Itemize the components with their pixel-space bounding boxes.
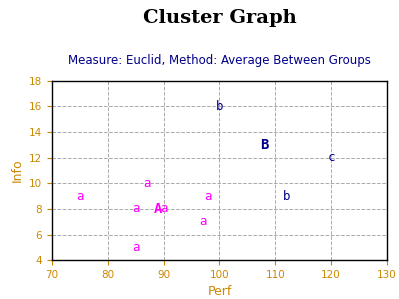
Text: a: a: [132, 202, 139, 215]
Text: Measure: Euclid, Method: Average Between Groups: Measure: Euclid, Method: Average Between…: [68, 54, 371, 67]
X-axis label: Perf: Perf: [207, 286, 232, 298]
Text: Cluster Graph: Cluster Graph: [142, 9, 296, 27]
Text: a: a: [132, 241, 139, 254]
Text: a: a: [143, 177, 150, 190]
Text: a: a: [205, 190, 212, 202]
Text: c: c: [328, 151, 335, 164]
Text: a: a: [76, 190, 83, 202]
Y-axis label: Info: Info: [10, 158, 24, 182]
Text: a: a: [160, 202, 167, 215]
Text: a: a: [199, 215, 206, 228]
Text: b: b: [216, 100, 223, 113]
Text: A: A: [154, 202, 162, 216]
Text: b: b: [283, 190, 290, 202]
Text: B: B: [260, 138, 268, 152]
